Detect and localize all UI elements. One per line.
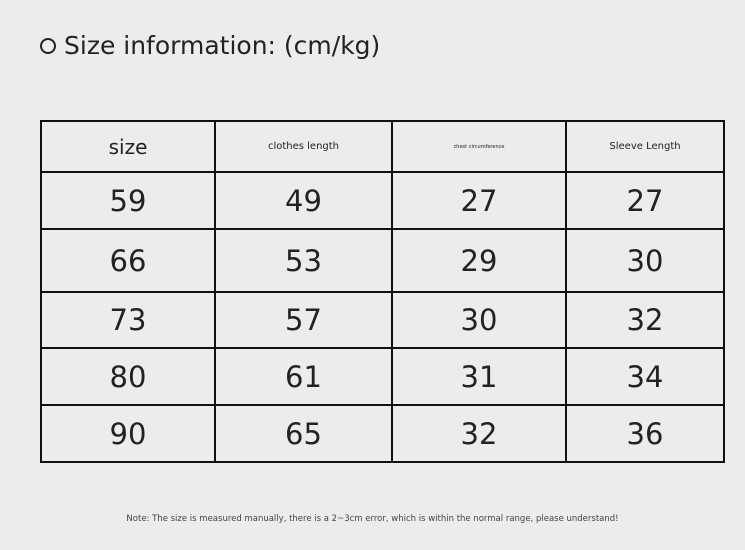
cell: 80 [40,347,216,406]
size-table: size clothes length chest circumference … [40,120,725,463]
cell: 59 [40,171,216,230]
cell: 32 [391,404,567,463]
cell: 29 [391,228,567,293]
page-title: Size information: (cm/kg) [40,31,380,60]
cell: 61 [214,347,393,406]
title-text: Size information: (cm/kg) [64,31,381,60]
table-row: 80 61 31 34 [40,347,725,406]
cell: 53 [214,228,393,293]
cell: 66 [40,228,216,293]
cell: 65 [214,404,393,463]
cell: 49 [214,171,393,230]
cell: 32 [565,291,725,349]
header-clothes-length: clothes length [214,120,393,173]
circle-icon [40,37,56,54]
cell: 36 [565,404,725,463]
header-sleeve: Sleeve Length [565,120,725,173]
cell: 31 [391,347,567,406]
table-row: 90 65 32 36 [40,404,725,463]
measurement-note: Note: The size is measured manually, the… [126,514,619,524]
header-chest: chest circumference [391,120,567,173]
header-row: size clothes length chest circumference … [40,120,725,173]
table-row: 73 57 30 32 [40,291,725,349]
cell: 27 [391,171,567,230]
table-row: 59 49 27 27 [40,171,725,230]
header-size: size [40,120,216,173]
cell: 27 [565,171,725,230]
cell: 30 [565,228,725,293]
cell: 57 [214,291,393,349]
cell: 73 [40,291,216,349]
cell: 34 [565,347,725,406]
cell: 30 [391,291,567,349]
cell: 90 [40,404,216,463]
table-row: 66 53 29 30 [40,228,725,293]
